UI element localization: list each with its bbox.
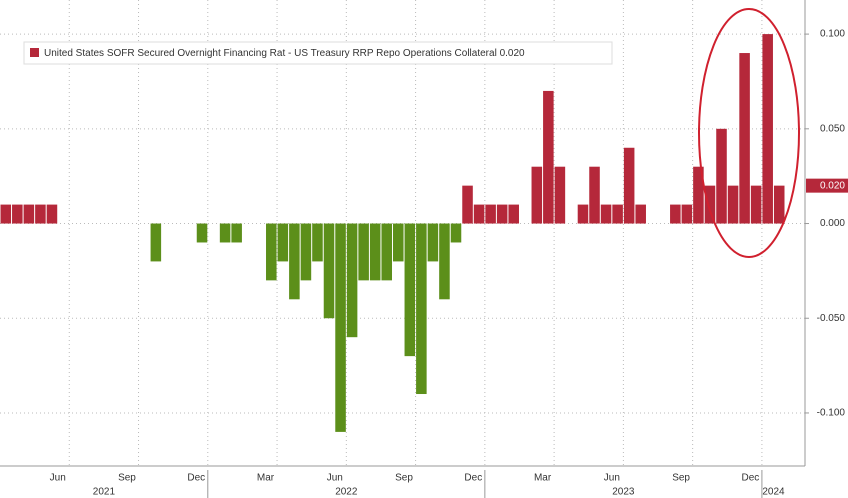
bar bbox=[462, 185, 473, 224]
bar bbox=[485, 204, 496, 224]
bar bbox=[150, 223, 162, 262]
bar bbox=[323, 223, 335, 319]
grid bbox=[0, 0, 809, 498]
bar bbox=[289, 223, 300, 300]
x-tick-label: Dec bbox=[464, 473, 482, 484]
x-tick-label: Sep bbox=[395, 473, 413, 484]
bar bbox=[0, 204, 12, 224]
x-tick-label: Dec bbox=[187, 473, 205, 484]
bar bbox=[35, 204, 46, 224]
x-tick-label: Jun bbox=[604, 473, 620, 484]
y-tick-label: -0.050 bbox=[817, 313, 846, 324]
bar bbox=[46, 204, 58, 224]
x-tick-label: Jun bbox=[50, 473, 66, 484]
bar bbox=[693, 166, 704, 224]
y-tick-label: 0.100 bbox=[820, 29, 845, 40]
bar bbox=[762, 34, 773, 224]
y-tick-label: 0.000 bbox=[820, 218, 845, 229]
bar bbox=[404, 223, 416, 357]
bar bbox=[716, 128, 727, 224]
bar bbox=[543, 90, 554, 224]
bar bbox=[358, 223, 369, 281]
bar bbox=[416, 223, 427, 395]
bar bbox=[427, 223, 439, 262]
bar bbox=[600, 204, 612, 224]
year-label: 2021 bbox=[93, 487, 116, 498]
bar bbox=[12, 204, 23, 224]
highlight-ellipse bbox=[698, 8, 800, 258]
bar bbox=[704, 185, 716, 224]
legend-box bbox=[23, 41, 613, 65]
bar bbox=[531, 166, 543, 224]
bar bbox=[381, 223, 392, 281]
bar bbox=[196, 223, 208, 243]
x-tick-label: Sep bbox=[672, 473, 690, 484]
bar bbox=[300, 223, 312, 281]
bar bbox=[473, 204, 485, 224]
labels: 0.100 0.050 0.000 -0.050 -0.100 Jun Sep Dec Mar J… bbox=[50, 29, 848, 498]
bar bbox=[450, 223, 462, 243]
last-value-label: 0.020 bbox=[820, 180, 845, 191]
bar bbox=[750, 185, 762, 224]
bars bbox=[0, 34, 785, 432]
bar bbox=[346, 223, 358, 338]
x-tick-label: Mar bbox=[257, 473, 275, 484]
bar bbox=[312, 223, 323, 262]
bar bbox=[277, 223, 289, 262]
bar bbox=[496, 204, 508, 224]
bar bbox=[773, 185, 785, 224]
bar bbox=[670, 204, 681, 224]
x-tick-label: Dec bbox=[741, 473, 759, 484]
bar bbox=[508, 204, 519, 224]
y-tick-label: -0.100 bbox=[817, 408, 846, 419]
bar bbox=[635, 204, 646, 224]
x-tick-label: Mar bbox=[534, 473, 552, 484]
bar bbox=[23, 204, 35, 224]
bar bbox=[439, 223, 450, 300]
year-label: 2022 bbox=[335, 487, 358, 498]
bar bbox=[231, 223, 242, 243]
x-tick-label: Sep bbox=[118, 473, 136, 484]
bar bbox=[577, 204, 589, 224]
legend-series-name: United States SOFR Secured Overnight Fin… bbox=[44, 48, 497, 59]
legend-last-value: 0.020 bbox=[500, 48, 525, 59]
bar bbox=[266, 223, 277, 281]
bar bbox=[589, 166, 600, 224]
y-tick-label: 0.050 bbox=[820, 123, 845, 134]
bar bbox=[219, 223, 231, 243]
year-label: 2024 bbox=[762, 487, 785, 498]
bar bbox=[335, 223, 346, 432]
bar bbox=[739, 53, 750, 224]
last-value-box bbox=[806, 178, 848, 193]
legend-swatch bbox=[30, 48, 39, 57]
year-label: 2023 bbox=[612, 487, 635, 498]
x-tick-label: Jun bbox=[327, 473, 343, 484]
legend: United States SOFR Secured Overnight Fin… bbox=[23, 41, 613, 65]
bar bbox=[554, 166, 566, 224]
bar bbox=[612, 204, 623, 224]
bar bbox=[681, 204, 693, 224]
bar bbox=[393, 223, 404, 262]
legend-label: United States SOFR Secured Overnight Fin… bbox=[44, 48, 525, 59]
bar bbox=[727, 185, 739, 224]
bar bbox=[369, 223, 381, 281]
bar bbox=[623, 147, 635, 224]
